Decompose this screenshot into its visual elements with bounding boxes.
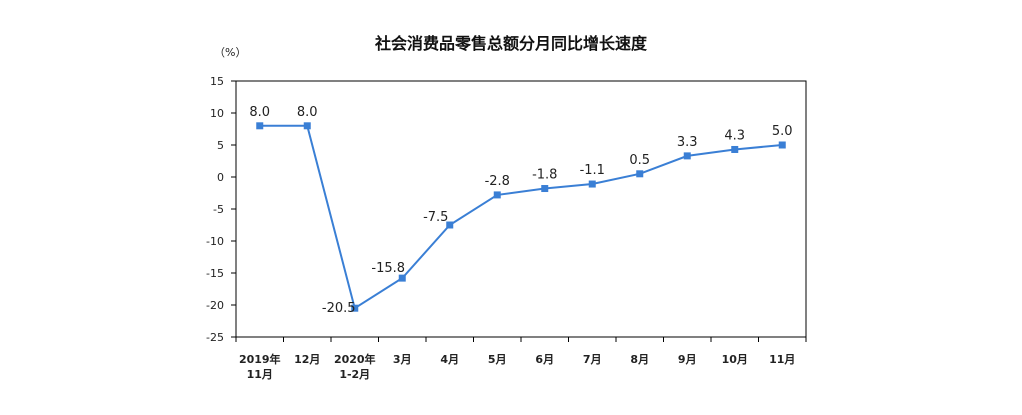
x-tick-label: 1-2月 (339, 368, 370, 381)
data-label: -15.8 (371, 261, 405, 276)
data-point-marker (351, 304, 359, 312)
series-line (259, 124, 783, 310)
x-tick-label: 11月 (247, 368, 273, 381)
y-axis-unit-label: （%） (214, 46, 247, 59)
data-label: 4.3 (724, 128, 745, 143)
data-label: 8.0 (249, 105, 270, 120)
x-tick-label: 4月 (440, 353, 459, 366)
data-label: 8.0 (297, 105, 318, 120)
data-point-marker (446, 221, 454, 229)
series-layer (256, 122, 786, 312)
y-tick-label: -20 (206, 299, 224, 312)
y-tick-label: -10 (206, 235, 224, 248)
data-point-marker (493, 191, 501, 199)
y-tick-label: -5 (213, 203, 224, 216)
y-tick-label: 5 (217, 139, 224, 152)
data-point-marker (303, 122, 311, 130)
data-point-marker (541, 185, 549, 193)
data-label: -2.8 (485, 174, 510, 189)
labels-layer: 8.0 8.0 -20.5 -15.8 -7.5 -2.8 -1.8 -1.1 0.5 3.3 4.… (249, 105, 792, 316)
plot-area-frame (235, 80, 807, 338)
x-tick-label: 8月 (630, 353, 649, 366)
x-tick-label: 5月 (488, 353, 507, 366)
y-tick-label: -15 (206, 267, 224, 280)
data-label: -20.5 (322, 301, 356, 316)
y-tick-label: 10 (210, 107, 224, 120)
x-tick-label: 7月 (583, 353, 602, 366)
x-tick-label: 9月 (678, 353, 697, 366)
axes-layer: 15 10 5 0 -5 -10 -15 -20 -25 2019年 11月 12月 2020年 1-2月… (206, 75, 807, 381)
data-point-marker (683, 152, 691, 160)
data-point-marker (778, 141, 786, 149)
x-tick-label: 2020年 (334, 352, 376, 366)
x-tick-label: 6月 (535, 353, 554, 366)
x-tick-label: 11月 (769, 353, 795, 366)
data-point-marker (256, 122, 264, 130)
y-tick-label: -25 (206, 331, 224, 344)
data-label: -7.5 (423, 210, 448, 225)
x-tick-label: 2019年 (239, 352, 281, 366)
data-label: 0.5 (629, 153, 650, 168)
data-label: 5.0 (772, 124, 793, 139)
data-label: 3.3 (677, 135, 698, 150)
data-point-marker (636, 170, 644, 178)
y-tick-label: 0 (217, 171, 224, 184)
data-point-marker (398, 274, 406, 282)
y-tick-label: 15 (210, 75, 224, 88)
data-point-marker (588, 180, 596, 188)
chart-title: 社会消费品零售总额分月同比增长速度 (374, 34, 647, 53)
x-tick-label: 3月 (393, 353, 412, 366)
x-tick-label: 10月 (722, 353, 748, 366)
data-label: -1.8 (532, 168, 557, 183)
data-point-marker (731, 145, 739, 153)
data-label: -1.1 (580, 163, 605, 178)
x-tick-label: 12月 (294, 353, 320, 366)
